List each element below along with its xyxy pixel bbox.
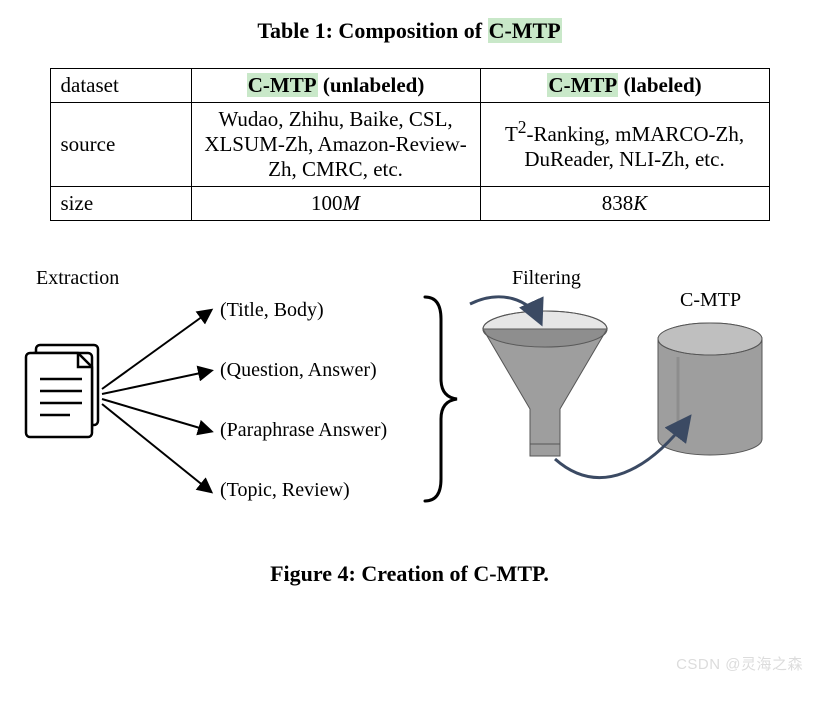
row-source-col2-rest: -Ranking, mMARCO-Zh, DuReader, NLI-Zh, e… (524, 122, 744, 171)
watermark: CSDN @灵海之森 (676, 653, 803, 674)
row-source-col2: T2-Ranking, mMARCO-Zh, DuReader, NLI-Zh,… (480, 103, 769, 187)
header-col1-suffix: (unlabeled) (318, 73, 425, 97)
header-col2-highlight: C-MTP (547, 73, 618, 97)
row-size-label: size (50, 187, 191, 221)
row-size-col1-num: 100 (311, 191, 343, 215)
table-row-size: size 100M 838K (50, 187, 769, 221)
table-caption-highlight: C-MTP (488, 18, 562, 43)
row-source-label: source (50, 103, 191, 187)
header-col1: C-MTP (unlabeled) (191, 69, 480, 103)
header-col1-highlight: C-MTP (247, 73, 318, 97)
row-size-col1-suffix: M (343, 191, 361, 215)
header-col2-suffix: (labeled) (618, 73, 701, 97)
diagram-svg (0, 249, 819, 559)
row-size-col2-suffix: K (633, 191, 647, 215)
document-icon (26, 345, 98, 437)
row-size-col1: 100M (191, 187, 480, 221)
row-size-col2-num: 838 (602, 191, 634, 215)
header-dataset: dataset (50, 69, 191, 103)
row-size-col2: 838K (480, 187, 769, 221)
composition-table: dataset C-MTP (unlabeled) C-MTP (labeled… (50, 68, 770, 221)
table-header-row: dataset C-MTP (unlabeled) C-MTP (labeled… (50, 69, 769, 103)
extraction-arrows (102, 311, 210, 491)
row-source-col2-sup: 2 (518, 117, 527, 137)
funnel-icon (483, 311, 607, 456)
table-caption: Table 1: Composition of C-MTP (0, 18, 819, 44)
brace-icon (425, 297, 457, 501)
table-caption-prefix: Table 1: Composition of (257, 18, 487, 43)
table-row-source: source Wudao, Zhihu, Baike, CSL, XLSUM-Z… (50, 103, 769, 187)
creation-diagram: Extraction Filtering C-MTP (Title, Body)… (0, 249, 819, 559)
row-source-col1: Wudao, Zhihu, Baike, CSL, XLSUM-Zh, Amaz… (191, 103, 480, 187)
header-col2: C-MTP (labeled) (480, 69, 769, 103)
row-source-col2-t: T (505, 122, 518, 146)
figure-caption: Figure 4: Creation of C-MTP. (0, 561, 819, 587)
